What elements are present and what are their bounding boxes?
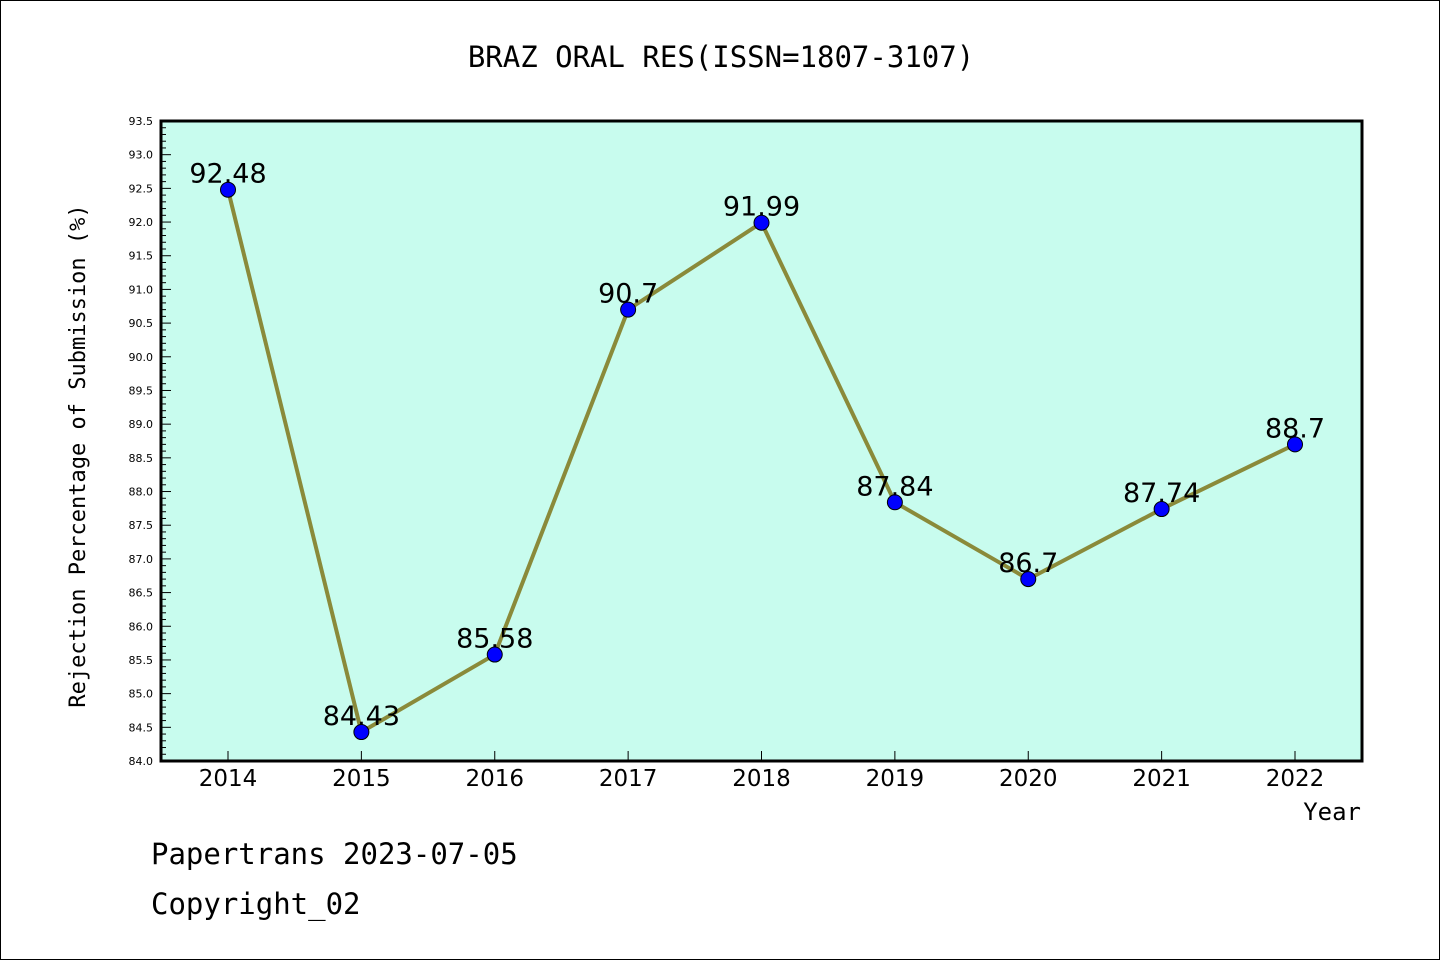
data-point [1020, 571, 1037, 588]
x-tick-label: 2022 [1266, 766, 1325, 792]
data-point [1153, 501, 1170, 518]
x-tick-label: 2015 [332, 766, 391, 792]
y-tick-label: 85.5 [129, 654, 154, 667]
x-tick-label: 2018 [732, 766, 791, 792]
y-tick-label: 93.0 [129, 149, 154, 162]
x-tick-label: 2014 [199, 766, 258, 792]
y-tick-label: 92.5 [129, 182, 154, 195]
data-label: 87.74 [1123, 478, 1200, 509]
y-tick-label: 91.5 [129, 250, 154, 263]
data-label: 92.48 [189, 159, 266, 190]
y-tick-label: 91.0 [129, 283, 154, 296]
data-label: 90.7 [598, 279, 658, 310]
x-tick-label: 2016 [465, 766, 524, 792]
data-label: 87.84 [856, 471, 933, 502]
data-point [1287, 436, 1303, 453]
y-axis: 84.0 84.5 85.0 85.5 86.0 86.5 87.0 87.5 88.0 88.5… [129, 115, 171, 768]
x-tick-label: 2021 [1132, 766, 1191, 792]
x-axis-label: Year [1303, 798, 1361, 826]
y-tick-label: 87.5 [129, 519, 154, 532]
series-line-group: 92.48 84.43 85.58 90.7 91.99 87.84 86.7 87.74 88… [189, 159, 1325, 741]
x-tick-label: 2019 [866, 766, 925, 792]
x-tick-label: 2020 [999, 766, 1058, 792]
y-axis-label: Rejection Percentage of Submission (%) [66, 204, 91, 707]
y-tick-label: 89.0 [129, 418, 154, 431]
data-label: 85.58 [456, 624, 533, 655]
x-tick-label: 2017 [599, 766, 658, 792]
y-tick-label: 87.0 [129, 553, 154, 566]
y-tick-label: 88.5 [129, 452, 154, 465]
y-tick-label: 90.0 [129, 351, 154, 364]
y-tick-label: 92.0 [129, 216, 154, 229]
data-point [886, 494, 903, 511]
y-tick-label: 85.0 [129, 688, 154, 701]
y-tick-label: 84.5 [129, 721, 154, 734]
data-point [353, 724, 370, 741]
footer-copyright: Copyright_02 [151, 887, 361, 921]
data-point [620, 301, 637, 318]
chart-title: BRAZ ORAL RES(ISSN=1807-3107) [468, 40, 974, 74]
data-point [486, 646, 503, 663]
data-point [753, 214, 770, 231]
y-tick-label: 90.5 [129, 317, 154, 330]
data-label: 88.7 [1265, 413, 1325, 444]
y-tick-label: 89.5 [129, 384, 154, 397]
data-label: 84.43 [323, 701, 400, 732]
y-tick-label: 88.0 [129, 486, 154, 499]
y-tick-label: 84.0 [129, 755, 154, 768]
data-label: 91.99 [723, 192, 800, 223]
y-tick-label: 93.5 [129, 115, 154, 128]
footer-date: Papertrans 2023-07-05 [151, 837, 518, 871]
y-tick-label: 86.0 [129, 620, 154, 633]
x-axis: 2014 2015 2016 2017 2018 2019 2020 2021 2022 [199, 751, 1325, 792]
data-label: 86.7 [998, 548, 1058, 579]
data-point [220, 181, 236, 198]
y-tick-label: 86.5 [129, 587, 154, 600]
